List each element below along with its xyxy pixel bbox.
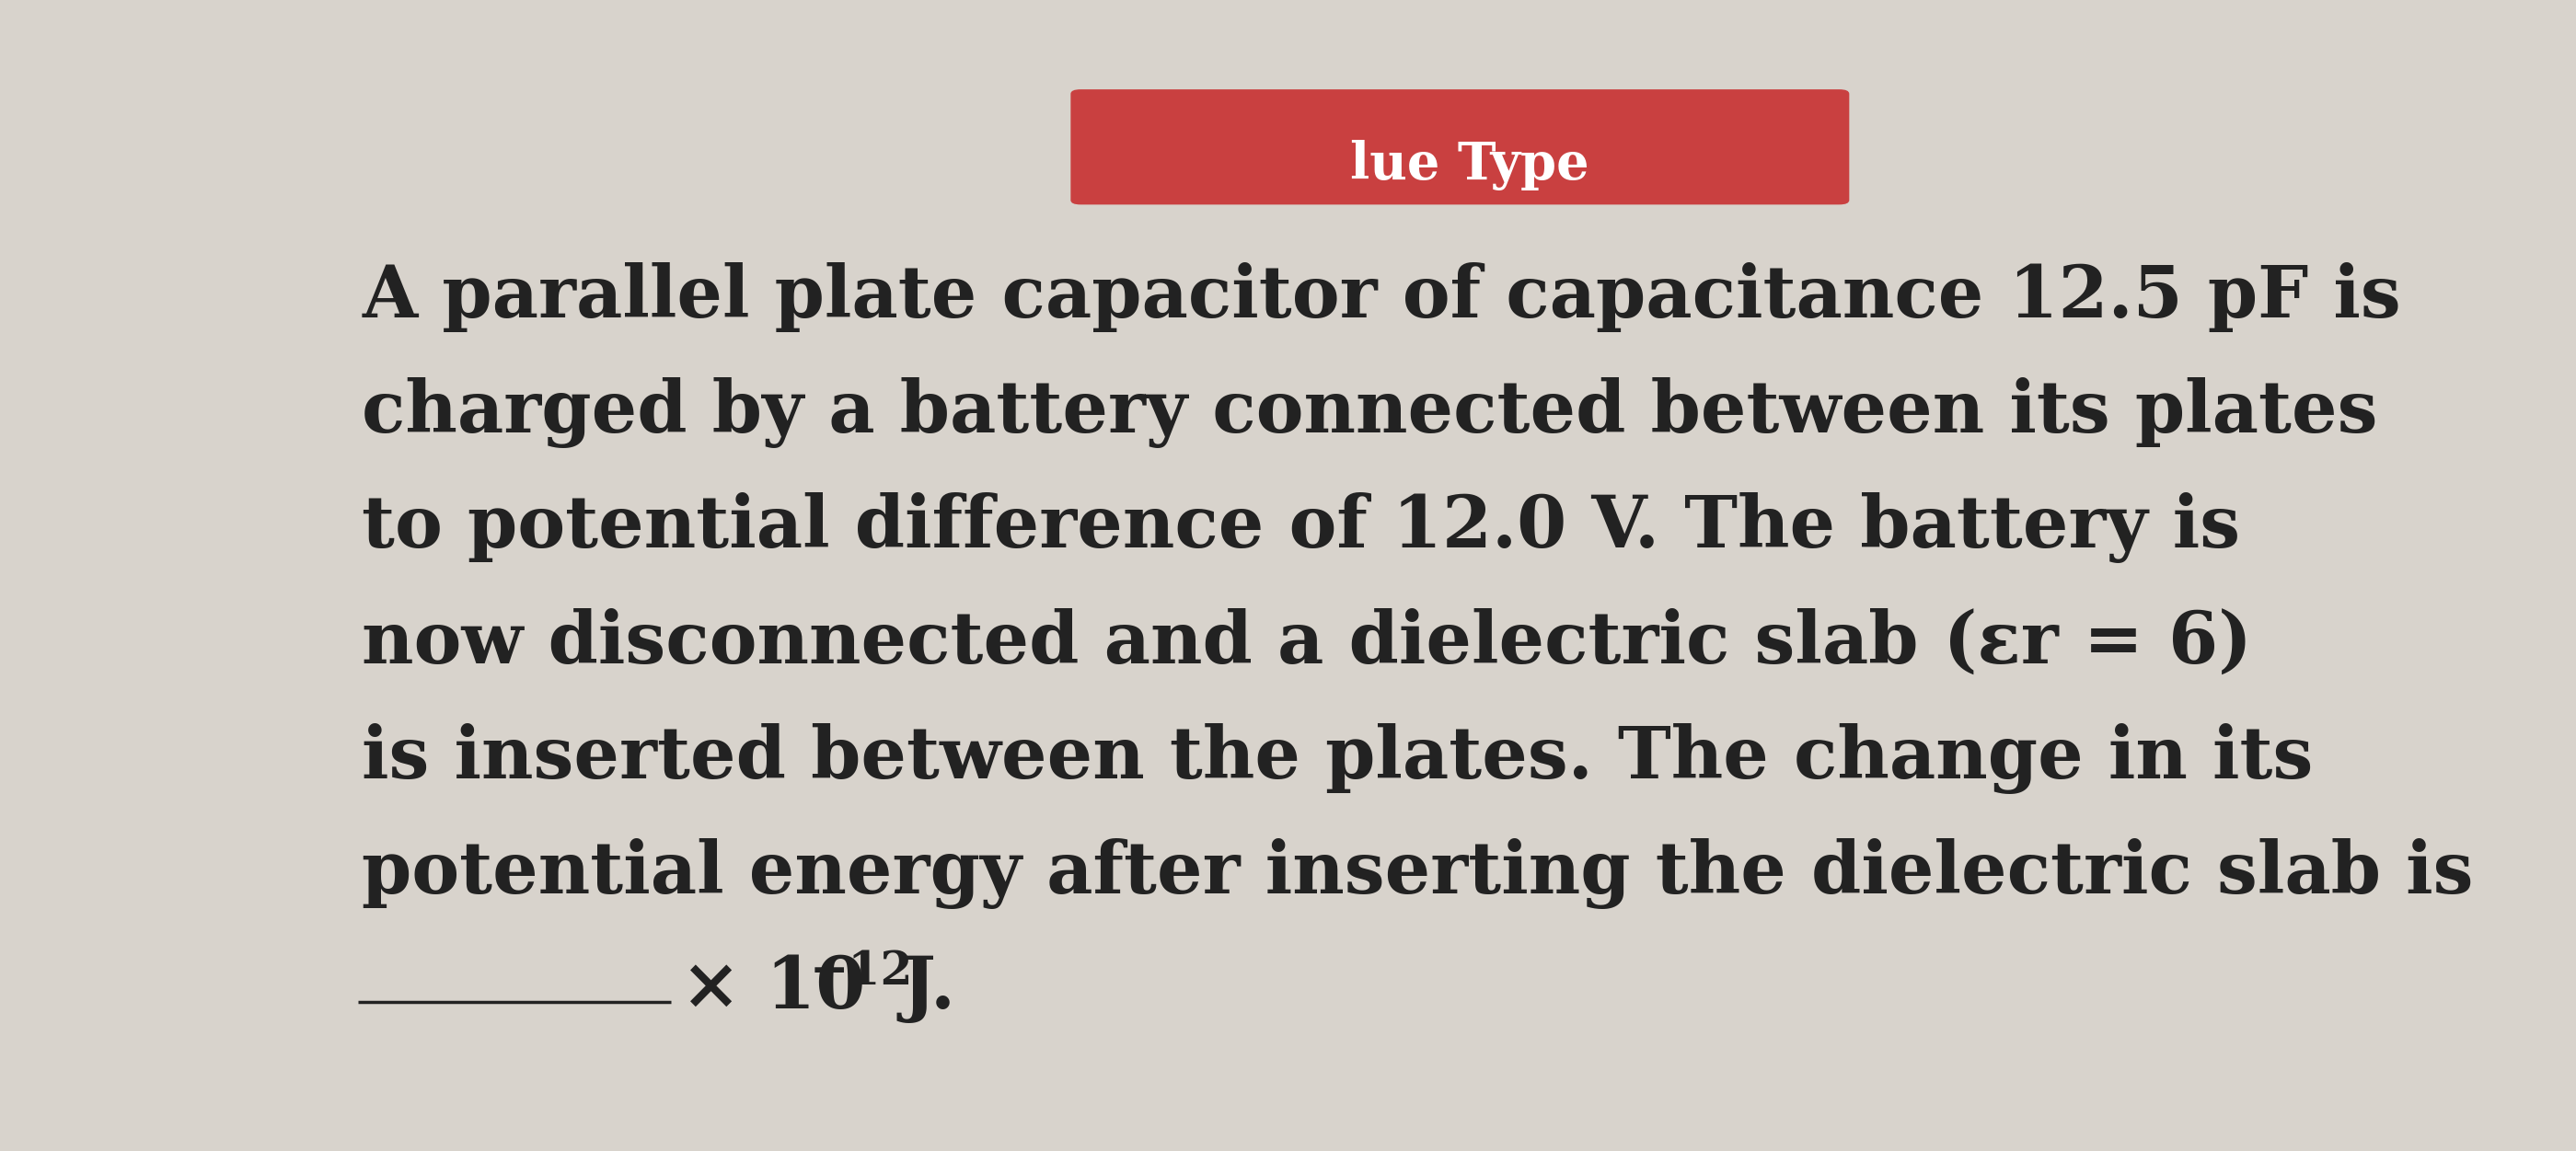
Text: lue Type: lue Type <box>1350 139 1589 190</box>
Text: now disconnected and a dielectric slab (εr = 6): now disconnected and a dielectric slab (… <box>361 608 2251 678</box>
Text: is inserted between the plates. The change in its: is inserted between the plates. The chan… <box>361 723 2313 794</box>
Text: −12: −12 <box>809 950 912 994</box>
Text: J.: J. <box>876 953 956 1023</box>
Text: A parallel plate capacitor of capacitance 12.5 pF is: A parallel plate capacitor of capacitanc… <box>361 262 2401 333</box>
Text: charged by a battery connected between its plates: charged by a battery connected between i… <box>361 378 2378 448</box>
Text: to potential difference of 12.0 V. The battery is: to potential difference of 12.0 V. The b… <box>361 493 2241 564</box>
Text: × 10: × 10 <box>680 953 866 1023</box>
Text: potential energy after inserting the dielectric slab is: potential energy after inserting the die… <box>361 838 2473 909</box>
FancyBboxPatch shape <box>1072 90 1850 205</box>
